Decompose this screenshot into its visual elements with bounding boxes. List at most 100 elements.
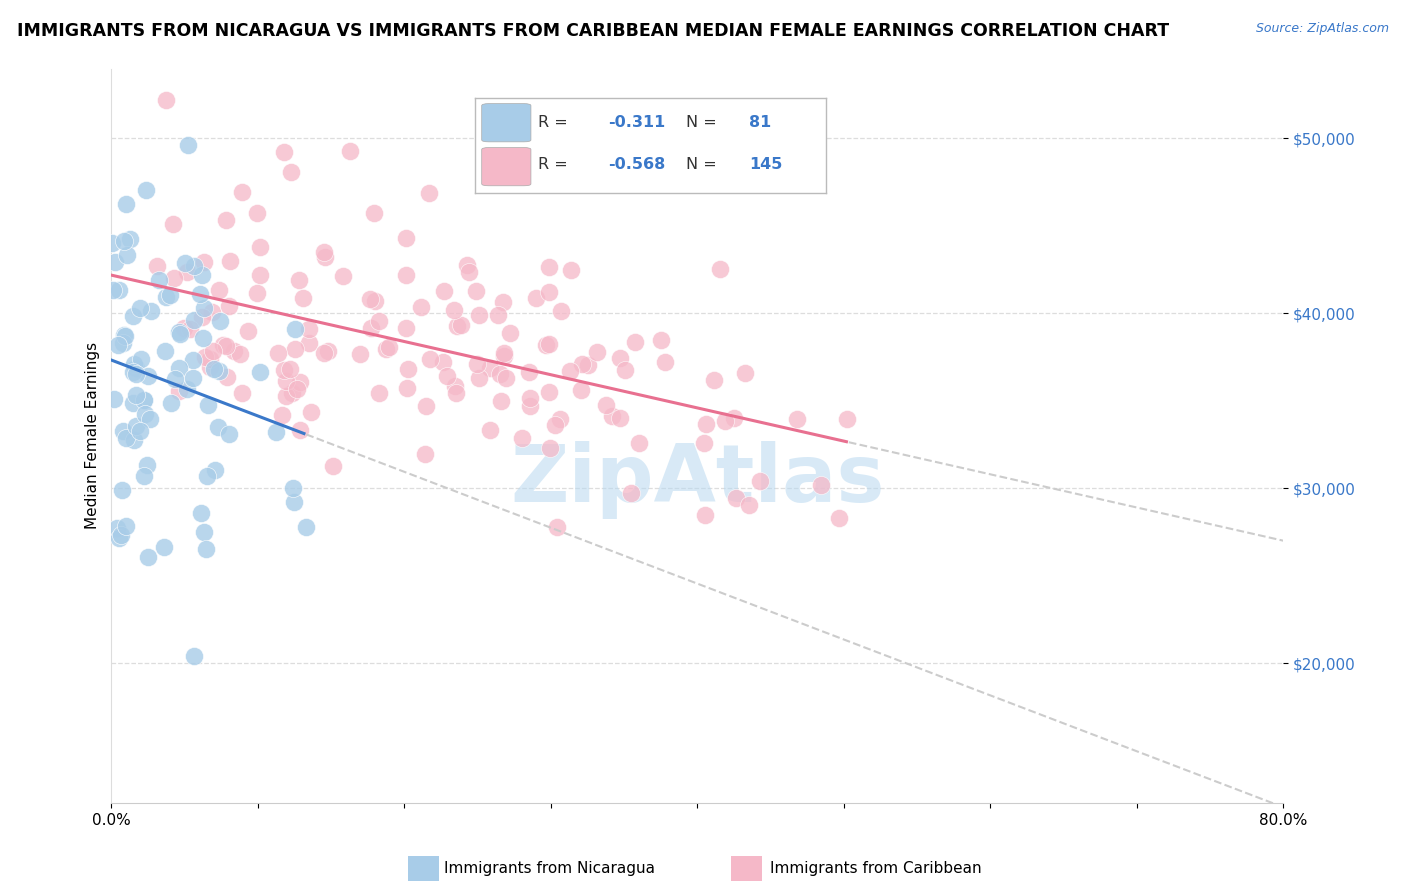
Point — [114, 518, 136, 533]
Point — [748, 474, 770, 488]
Point — [489, 368, 512, 382]
Point — [595, 398, 617, 412]
Point — [167, 360, 190, 375]
Point — [195, 469, 218, 483]
Point — [396, 381, 419, 395]
Point — [160, 396, 183, 410]
Point — [537, 337, 560, 351]
Point — [418, 186, 440, 200]
Point — [291, 291, 314, 305]
Point — [124, 433, 146, 447]
Point — [112, 327, 135, 342]
Point — [273, 145, 295, 160]
Point — [524, 291, 547, 305]
Point — [537, 285, 560, 299]
Point — [332, 268, 354, 283]
Point — [167, 384, 190, 399]
Point — [737, 498, 759, 512]
Text: Immigrants from Caribbean: Immigrants from Caribbean — [770, 862, 983, 876]
Point — [215, 370, 238, 384]
Point — [231, 385, 253, 400]
Point — [136, 369, 159, 384]
Point — [433, 284, 456, 298]
Point — [208, 284, 231, 298]
Point — [558, 363, 581, 377]
Point — [153, 540, 176, 554]
Point — [283, 494, 305, 508]
Point — [489, 394, 512, 409]
Point — [131, 351, 153, 366]
Point — [183, 648, 205, 663]
Point — [145, 260, 167, 274]
Point — [218, 427, 240, 442]
Point — [314, 250, 336, 264]
Point — [107, 338, 129, 352]
Point — [654, 354, 676, 368]
Point — [114, 197, 136, 211]
Point — [443, 378, 465, 392]
Point — [215, 339, 238, 353]
Point — [519, 391, 541, 405]
Text: ZipAtlas: ZipAtlas — [510, 441, 884, 519]
Point — [125, 361, 148, 376]
Point — [628, 436, 651, 450]
Point — [538, 260, 561, 274]
Point — [208, 363, 231, 377]
Point — [246, 206, 269, 220]
Point — [274, 374, 297, 388]
Point — [122, 396, 145, 410]
Point — [163, 271, 186, 285]
Point — [207, 420, 229, 434]
Point — [105, 521, 128, 535]
Point — [510, 431, 533, 445]
Point — [464, 284, 486, 298]
Point — [132, 469, 155, 483]
Point — [190, 506, 212, 520]
Point — [446, 318, 468, 333]
Point — [703, 373, 725, 387]
Point — [198, 352, 221, 367]
Point — [609, 351, 631, 365]
Point — [177, 138, 200, 153]
Point — [122, 365, 145, 379]
Point — [444, 385, 467, 400]
Point — [169, 325, 191, 339]
Point — [478, 361, 501, 376]
Point — [231, 186, 253, 200]
Point — [284, 343, 307, 357]
Point — [495, 371, 517, 385]
Point — [139, 411, 162, 425]
Point — [218, 300, 240, 314]
Point — [339, 144, 361, 158]
Point — [693, 508, 716, 522]
Point — [465, 357, 488, 371]
Point — [117, 248, 139, 262]
Point — [349, 347, 371, 361]
Point — [295, 520, 318, 534]
Point — [120, 232, 142, 246]
Point — [467, 370, 489, 384]
Point — [725, 491, 748, 505]
Point — [111, 424, 134, 438]
Point — [153, 343, 176, 358]
Point — [249, 365, 271, 379]
Point — [571, 357, 593, 371]
Point — [194, 350, 217, 364]
Point — [197, 397, 219, 411]
Point — [148, 272, 170, 286]
Point — [368, 314, 391, 328]
Point — [129, 301, 152, 316]
Point — [183, 259, 205, 273]
Point — [560, 262, 582, 277]
Point — [419, 352, 441, 367]
Point — [202, 362, 225, 376]
Point — [285, 383, 308, 397]
Point — [395, 230, 418, 244]
Point — [695, 417, 717, 432]
Point — [413, 447, 436, 461]
Point — [274, 389, 297, 403]
Point — [132, 392, 155, 407]
Point — [111, 483, 134, 498]
Point — [364, 293, 387, 308]
Point — [266, 346, 288, 360]
